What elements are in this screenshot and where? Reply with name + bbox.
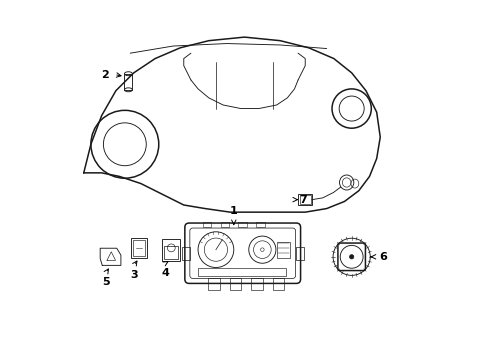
Bar [131, 238, 147, 258]
Bar [272, 278, 284, 290]
Bar [229, 278, 241, 290]
Bar [182, 247, 189, 260]
Text: 3: 3 [130, 270, 137, 280]
Bar [298, 194, 311, 205]
Bar [133, 240, 145, 256]
Bar [296, 247, 304, 260]
Text: 6: 6 [378, 252, 386, 262]
Bar [299, 195, 310, 204]
Text: 2: 2 [101, 69, 108, 80]
Bar [256, 222, 264, 227]
Bar [124, 74, 132, 90]
Bar [162, 239, 180, 261]
Bar [238, 222, 246, 227]
Bar [164, 246, 178, 258]
Text: 5: 5 [102, 277, 109, 287]
Text: 4: 4 [161, 267, 169, 278]
Bar [198, 269, 285, 275]
Bar [208, 278, 220, 290]
Bar [251, 278, 262, 290]
Ellipse shape [349, 255, 353, 259]
Bar [203, 222, 211, 227]
Bar [220, 222, 229, 227]
Text: 7: 7 [299, 195, 306, 204]
Text: 1: 1 [229, 206, 237, 216]
Bar [276, 242, 290, 257]
